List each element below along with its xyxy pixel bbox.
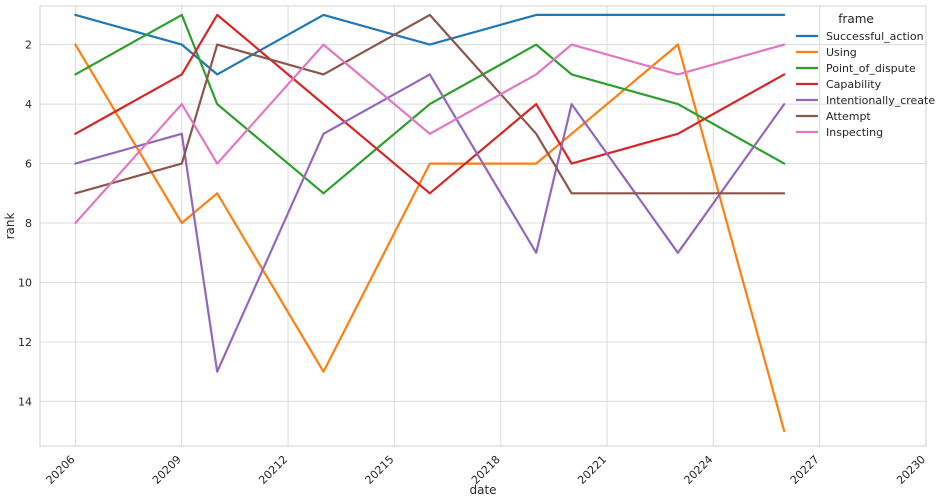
legend-title: frame: [838, 12, 874, 26]
legend-entry: Attempt: [826, 110, 871, 123]
x-tick-label: 20224: [682, 453, 716, 487]
grid: [40, 6, 927, 446]
y-tick-label: 4: [25, 98, 32, 111]
y-tick-label: 8: [25, 217, 32, 230]
legend-entry: Point_of_dispute: [826, 62, 916, 75]
series-group: [74, 13, 786, 433]
legend-entry: Inspecting: [826, 126, 883, 139]
y-tick-label: 6: [25, 158, 32, 171]
y-tick-label: 14: [18, 395, 32, 408]
plot-area: [39, 5, 927, 447]
legend-entry: Successful_action: [826, 30, 924, 43]
y-axis: 2 4 6 8 10 12 14: [18, 39, 32, 409]
x-axis-label: date: [469, 483, 496, 497]
x-tick-label: 20212: [256, 453, 290, 487]
series-line-inspecting: [74, 43, 786, 225]
legend-entry: Intentionally_create: [826, 94, 935, 107]
x-axis: 20206 20209 20212 20215 20218 20221 20224 20227…: [44, 453, 929, 487]
x-tick-label: 20227: [788, 453, 822, 487]
x-tick-label: 20215: [363, 453, 397, 487]
series-line-intentionally-create: [74, 73, 786, 373]
y-tick-label: 10: [18, 276, 32, 289]
legend: frame Successful_action Using Point_of_dis…: [796, 12, 935, 139]
x-tick-label: 20221: [575, 453, 609, 487]
x-tick-label: 20206: [44, 453, 78, 487]
y-axis-label: rank: [3, 213, 17, 240]
x-tick-label: 20230: [894, 453, 928, 487]
y-tick-label: 2: [25, 39, 32, 52]
legend-entry: Using: [826, 46, 857, 59]
x-tick-label: 20209: [150, 453, 184, 487]
y-tick-label: 12: [18, 336, 32, 349]
series-line-capability: [74, 13, 786, 195]
legend-entry: Capability: [826, 78, 882, 91]
series-line-point-of-dispute: [74, 13, 786, 195]
x-tick-label: 20218: [469, 453, 503, 487]
